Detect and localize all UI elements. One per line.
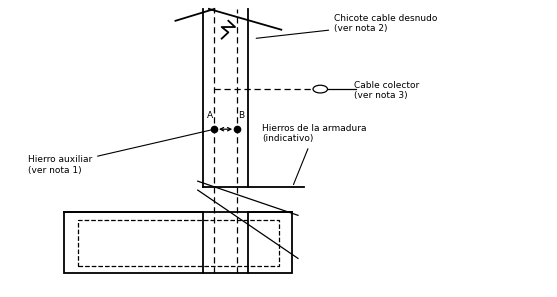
Text: Chicote cable desnudo
(ver nota 2): Chicote cable desnudo (ver nota 2) <box>256 14 438 38</box>
Text: A: A <box>207 111 213 120</box>
Bar <box>78 220 278 266</box>
Text: Hierros de la armadura
(indicativo): Hierros de la armadura (indicativo) <box>262 124 367 184</box>
Text: B: B <box>238 111 244 120</box>
Bar <box>64 212 292 273</box>
Text: Hierro auxiliar
(ver nota 1): Hierro auxiliar (ver nota 1) <box>28 130 212 175</box>
Text: Cable colector
(ver nota 3): Cable colector (ver nota 3) <box>330 81 419 100</box>
